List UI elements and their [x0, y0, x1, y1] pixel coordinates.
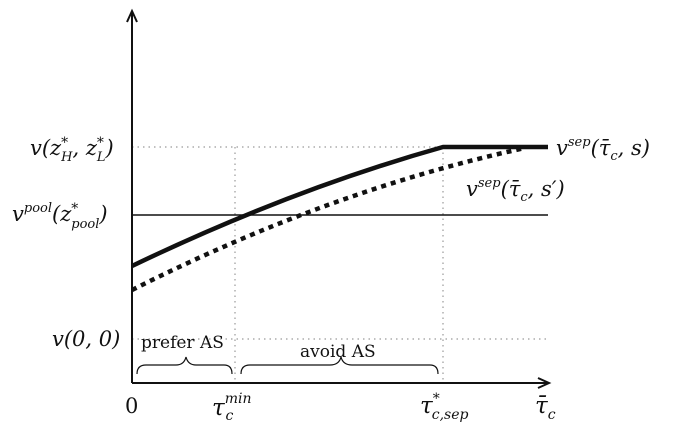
region-avoid-label: avoid AS — [300, 342, 376, 362]
brace-avoid — [240, 356, 439, 375]
y-label-v-zero: v(0, 0) — [52, 327, 120, 351]
curve-label-vsep-s: vsep(τ̄c, s) — [556, 135, 650, 164]
curve-label-vsep-sprime: vsep(τ̄c, s′) — [466, 176, 565, 205]
y-label-v-full: v(z* H, z* L) — [30, 135, 114, 165]
y-axis-arrow — [126, 8, 138, 23]
vsep-sprime-curve — [130, 145, 526, 293]
y-label-v-pool: vpool(z* pool) — [12, 201, 108, 232]
x-label-tau-min: τmin c — [212, 391, 252, 424]
vsep-s-curve — [131, 144, 548, 269]
x-axis-arrow — [537, 377, 552, 389]
x-label-tau-sep: τ* c,sep — [420, 391, 468, 423]
axes — [126, 8, 552, 389]
origin-label: 0 — [125, 394, 138, 418]
region-prefer-label: prefer AS — [141, 333, 224, 353]
x-axis-label: τ̄c — [535, 393, 556, 423]
brace-prefer — [136, 356, 233, 375]
